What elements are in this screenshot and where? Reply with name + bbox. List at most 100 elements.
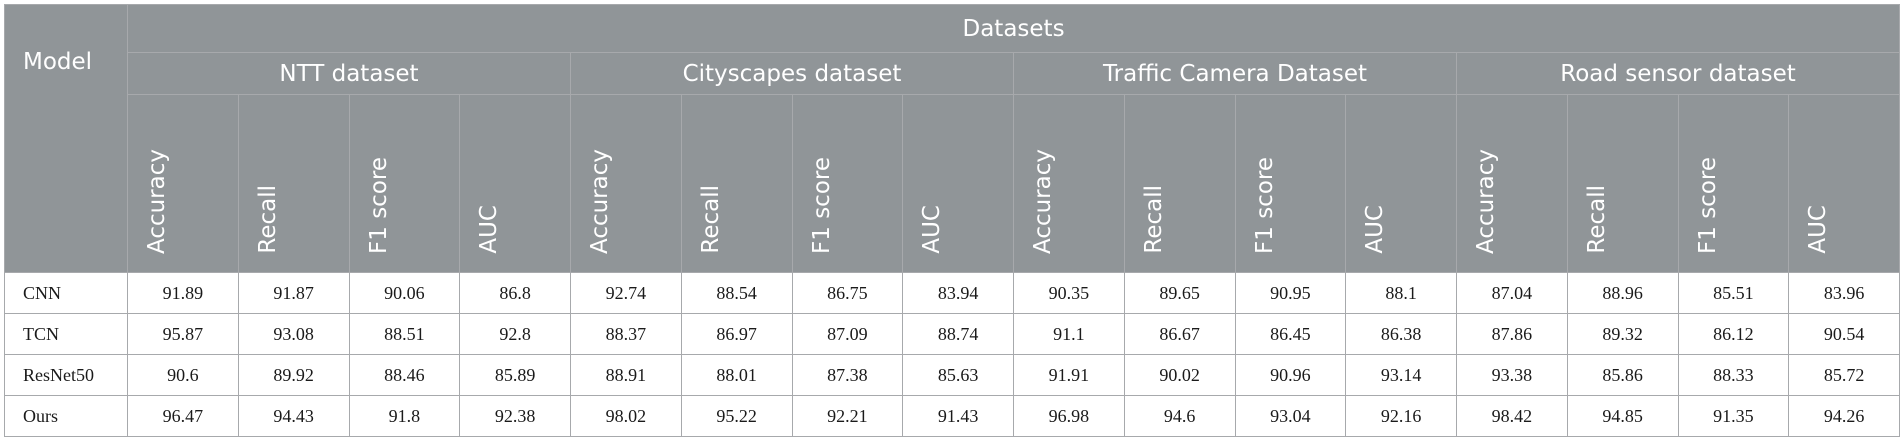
metric-label: AUC [1805,205,1832,254]
value-cell: 90.02 [1123,354,1236,396]
value-cell: 87.04 [1456,272,1568,314]
value-cell: 91.43 [902,395,1014,437]
group-traffic-camera: Traffic Camera Dataset [1013,52,1457,95]
value-cell: 86.38 [1345,313,1457,355]
table-row: TCN 95.87 93.08 88.51 92.8 88.37 86.97 87.09 88.… [4,313,1901,355]
metric-header: Accuracy [570,94,682,273]
value-cell: 85.86 [1566,354,1679,396]
value-cell: 95.22 [680,395,793,437]
value-cell: 87.38 [791,354,904,396]
value-cell: 85.89 [459,354,571,396]
datasets-header: Datasets [126,4,1901,53]
value-cell: 91.35 [1677,395,1790,437]
value-cell: 94.85 [1566,395,1679,437]
metric-label: Recall [1140,185,1167,254]
metric-header: Recall [1123,94,1236,273]
metric-label: AUC [1362,205,1389,254]
metric-header: AUC [459,94,571,273]
value-cell: 89.92 [237,354,350,396]
value-cell: 92.74 [570,272,682,314]
value-cell: 88.46 [348,354,461,396]
metric-header-row: Accuracy Recall F1 score AUC Accuracy Recall F… [5,94,1901,273]
value-cell: 91.91 [1013,354,1125,396]
value-cell: 91.8 [348,395,461,437]
value-cell: 94.6 [1123,395,1236,437]
value-cell: 95.87 [127,313,239,355]
metric-label: Recall [1583,185,1610,254]
value-cell: 88.96 [1566,272,1679,314]
metric-header: AUC [1788,94,1901,273]
metric-label: F1 score [1251,157,1278,254]
value-cell: 86.97 [680,313,793,355]
value-cell: 90.96 [1234,354,1347,396]
value-cell: 92.16 [1345,395,1457,437]
value-cell: 86.75 [791,272,904,314]
metric-label: Recall [697,185,724,254]
value-cell: 91.89 [127,272,239,314]
model-name-cell: Ours [4,395,128,437]
value-cell: 92.8 [459,313,571,355]
metric-label: F1 score [808,157,835,254]
metric-header: F1 score [1677,94,1790,273]
value-cell: 98.42 [1456,395,1568,437]
value-cell: 87.09 [791,313,904,355]
metric-header: Accuracy [1456,94,1568,273]
value-cell: 91.1 [1013,313,1125,355]
metric-label: Accuracy [1473,148,1499,254]
table-row: Ours 96.47 94.43 91.8 92.38 98.02 95.22 92.21 91… [4,395,1901,437]
metric-header: Accuracy [1013,94,1125,273]
value-cell: 92.21 [791,395,904,437]
value-cell: 93.38 [1456,354,1568,396]
value-cell: 90.06 [348,272,461,314]
value-cell: 90.54 [1788,313,1901,355]
value-cell: 93.08 [237,313,350,355]
value-cell: 87.86 [1456,313,1568,355]
metric-header: Accuracy [127,94,239,273]
table-row: CNN 91.89 91.87 90.06 86.8 92.74 88.54 86.75 83.… [4,272,1901,314]
metric-header: F1 score [348,94,461,273]
group-cityscapes: Cityscapes dataset [570,52,1014,95]
metric-header: F1 score [791,94,904,273]
value-cell: 85.51 [1677,272,1790,314]
group-road-sensor: Road sensor dataset [1455,52,1901,95]
value-cell: 88.37 [570,313,682,355]
value-cell: 88.1 [1345,272,1457,314]
value-cell: 86.67 [1123,313,1236,355]
value-cell: 92.38 [459,395,571,437]
group-ntt: NTT dataset [127,52,571,95]
value-cell: 96.98 [1013,395,1125,437]
value-cell: 88.01 [680,354,793,396]
value-cell: 88.54 [680,272,793,314]
metric-label: F1 score [1694,157,1721,254]
metric-header: AUC [902,94,1014,273]
model-name-cell: ResNet50 [4,354,128,396]
metric-header: AUC [1345,94,1457,273]
value-cell: 90.95 [1234,272,1347,314]
results-table: Model Datasets NTT dataset Cityscapes da… [4,4,1901,437]
metric-header: F1 score [1234,94,1347,273]
metric-label: AUC [476,205,503,254]
dataset-group-row: NTT dataset Cityscapes dataset Traffic C… [5,52,1901,95]
value-cell: 90.6 [127,354,239,396]
table-body: CNN 91.89 91.87 90.06 86.8 92.74 88.54 86.75 83.… [4,272,1901,437]
value-cell: 83.94 [902,272,1014,314]
value-cell: 94.43 [237,395,350,437]
model-header: Model [4,4,128,273]
metric-label: Recall [254,185,281,254]
value-cell: 88.91 [570,354,682,396]
value-cell: 86.8 [459,272,571,314]
value-cell: 90.35 [1013,272,1125,314]
metric-header: Recall [237,94,350,273]
value-cell: 93.04 [1234,395,1347,437]
value-cell: 94.26 [1788,395,1901,437]
table-row: ResNet50 90.6 89.92 88.46 85.89 88.91 88.01 87.… [4,354,1901,396]
value-cell: 88.51 [348,313,461,355]
metric-label: Accuracy [587,148,613,254]
metric-header: Recall [1566,94,1679,273]
metric-label: Accuracy [1030,148,1056,254]
metric-label: F1 score [365,157,392,254]
value-cell: 93.14 [1345,354,1457,396]
value-cell: 85.72 [1788,354,1901,396]
value-cell: 89.32 [1566,313,1679,355]
value-cell: 96.47 [127,395,239,437]
